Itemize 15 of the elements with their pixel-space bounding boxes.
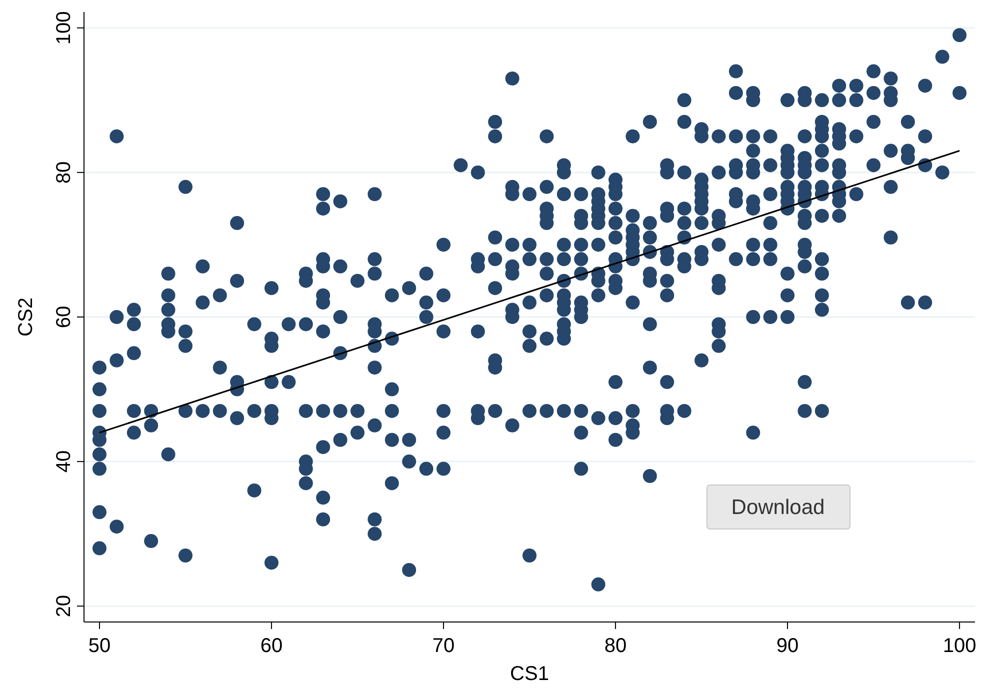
x-tick-label: 90 <box>776 635 799 657</box>
y-tick-label: 60 <box>53 306 75 328</box>
x-axis-title: CS1 <box>510 663 549 685</box>
y-tick-label: 40 <box>53 450 75 473</box>
y-tick-label: 100 <box>53 11 75 45</box>
download-button: Download <box>706 484 850 530</box>
x-tick-label: 60 <box>260 635 283 657</box>
annotation: Download <box>731 496 825 519</box>
x-tick-label: 100 <box>942 635 976 657</box>
y-tick-label: 20 <box>53 594 75 618</box>
x-tick-label: 70 <box>432 635 455 657</box>
x-tick-label: 50 <box>88 635 111 657</box>
y-tick-label: 80 <box>53 161 75 184</box>
y-axis-title: CS2 <box>15 298 37 336</box>
x-tick-label: 80 <box>604 635 627 657</box>
